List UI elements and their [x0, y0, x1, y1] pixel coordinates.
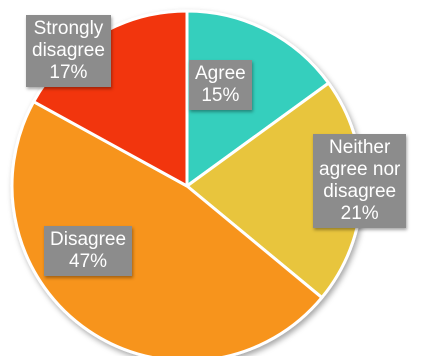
slice-value-disagree: 47% [69, 251, 108, 272]
slice-name-neither-line1: Neither [329, 137, 391, 158]
pie-slice-disagree [10, 100, 324, 356]
slice-name-neither-line2: agree nor [319, 159, 401, 180]
slice-name-strongly-disagree-line1: Strongly [33, 18, 104, 39]
pie-slice-agree [185, 9, 331, 188]
slice-label-strongly-disagree: Strongly disagree 17% [26, 15, 111, 87]
slice-name-agree: Agree [195, 63, 246, 84]
slice-label-disagree: Disagree 47% [44, 226, 133, 276]
slice-name-strongly-disagree-line2: disagree [32, 40, 105, 61]
slice-label-neither: Neither agree nor disagree 21% [313, 134, 407, 228]
slice-value-neither: 21% [340, 203, 379, 224]
slice-value-agree: 15% [201, 85, 240, 106]
slice-label-agree: Agree 15% [189, 60, 252, 110]
slice-name-neither-line3: disagree [323, 181, 397, 202]
slice-value-strongly-disagree: 17% [49, 62, 88, 83]
slice-name-disagree: Disagree [50, 229, 127, 250]
